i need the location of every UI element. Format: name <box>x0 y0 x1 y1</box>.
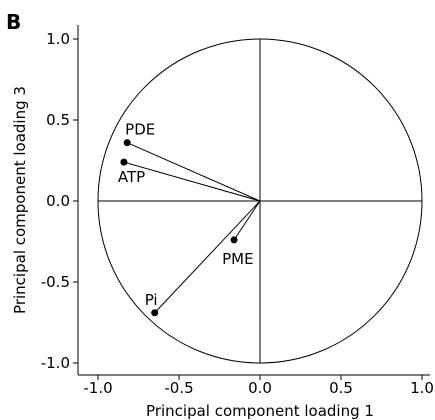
x-axis-label: Principal component loading 1 <box>146 402 374 420</box>
x-tick-label: -1.0 <box>83 379 112 397</box>
loading-vector <box>123 161 261 202</box>
x-tick-label: 0.0 <box>248 379 272 397</box>
point-label: PME <box>222 250 253 268</box>
loading-vector <box>126 142 261 202</box>
data-point <box>151 309 159 317</box>
y-axis-label: Principal component loading 3 <box>11 86 29 314</box>
y-tick-label: -1.0 <box>41 354 70 372</box>
x-tick-label: 1.0 <box>410 379 434 397</box>
point-label: ATP <box>118 168 145 186</box>
data-point <box>230 236 238 244</box>
panel-label: B <box>6 10 22 34</box>
x-tick-label: -0.5 <box>164 379 193 397</box>
y-tick-label: 0.0 <box>46 192 70 210</box>
loading-vector <box>154 200 261 314</box>
data-point <box>123 139 131 147</box>
y-tick-label: 1.0 <box>46 30 70 48</box>
point-label: PDE <box>125 121 155 139</box>
loading-vector <box>233 200 261 241</box>
y-tick-label: 0.5 <box>46 111 70 129</box>
x-tick-label: 0.5 <box>329 379 353 397</box>
point-label: Pi <box>145 291 158 309</box>
y-tick-label: -0.5 <box>41 273 70 291</box>
data-point <box>120 158 128 166</box>
